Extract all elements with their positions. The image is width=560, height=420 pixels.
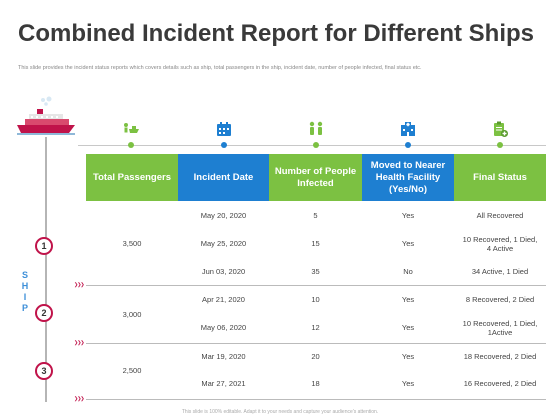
moved-to-facility: Yes xyxy=(401,211,415,220)
group-divider xyxy=(86,399,546,400)
incident-date: May 06, 2020 xyxy=(200,323,247,332)
people-infected: 15 xyxy=(311,239,320,248)
group-passengers: 3,000 xyxy=(122,310,142,319)
people-infected: 10 xyxy=(311,295,320,304)
group-divider xyxy=(86,285,546,286)
incident-date: Mar 27, 2021 xyxy=(201,379,246,388)
moved-to-facility: Yes xyxy=(401,352,415,361)
footer-note: This slide is 100% editable. Adapt it to… xyxy=(181,409,379,415)
calendar-icon xyxy=(217,122,231,136)
incident-date: Mar 19, 2020 xyxy=(201,352,246,361)
cruise-ship-icon xyxy=(17,96,75,135)
timeline-horizontal-line xyxy=(78,145,546,146)
moved-to-facility: Yes xyxy=(401,323,415,332)
page-title: Combined Incident Report for Different S… xyxy=(18,20,535,47)
ship-number-badge: 1 xyxy=(35,237,53,255)
page-subtitle: This slide provides the incident status … xyxy=(18,65,422,71)
header-final-status: Final Status xyxy=(454,154,546,201)
timeline-dot xyxy=(405,142,411,148)
final-status: 10 Recovered, 1 Died, 1Active xyxy=(462,319,538,337)
incident-date: May 20, 2020 xyxy=(200,211,247,220)
moved-to-facility: No xyxy=(403,267,413,276)
incident-date: Jun 03, 2020 xyxy=(201,267,246,276)
final-status: 18 Recovered, 2 Died xyxy=(463,352,537,361)
group-divider xyxy=(86,343,546,344)
final-status: All Recovered xyxy=(476,211,524,220)
people-infected: 5 xyxy=(313,211,318,220)
moved-to-facility: Yes xyxy=(401,295,415,304)
header-moved-to-health-facility: Moved to Nearer Health Facility (Yes/No) xyxy=(362,154,454,201)
people-infected: 12 xyxy=(311,323,320,332)
final-status: 16 Recovered, 2 Died xyxy=(463,379,537,388)
moved-to-facility: Yes xyxy=(401,239,415,248)
final-status: 10 Recovered, 1 Died, 4 Active xyxy=(462,235,538,253)
group-passengers: 2,500 xyxy=(122,366,142,375)
hospital-icon xyxy=(401,122,415,136)
group-passengers: 3,500 xyxy=(122,239,142,248)
moved-to-facility: Yes xyxy=(401,379,415,388)
timeline-dot xyxy=(497,142,503,148)
clipboard-plus-icon xyxy=(494,121,508,137)
ship-passengers-icon xyxy=(124,123,139,133)
final-status: 34 Active, 1 Died xyxy=(471,267,529,276)
incident-date: Apr 21, 2020 xyxy=(202,295,245,304)
chevron-marks-icon: ❯❯❯ xyxy=(74,282,85,288)
timeline-dot xyxy=(313,142,319,148)
people-icon xyxy=(309,121,323,135)
header-total-passengers: Total Passengers xyxy=(86,154,178,201)
timeline-dot xyxy=(128,142,134,148)
incident-date: May 25, 2020 xyxy=(200,239,247,248)
ship-number-badge: 3 xyxy=(35,362,53,380)
header-people-infected: Number of People Infected xyxy=(269,154,362,201)
header-incident-date: Incident Date xyxy=(178,154,269,201)
ship-number-badge: 2 xyxy=(35,304,53,322)
timeline-dot xyxy=(221,142,227,148)
chevron-marks-icon: ❯❯❯ xyxy=(74,396,85,402)
timeline-vertical-line xyxy=(45,137,47,402)
people-infected: 35 xyxy=(311,267,320,276)
people-infected: 20 xyxy=(311,352,320,361)
chevron-marks-icon: ❯❯❯ xyxy=(74,340,85,346)
final-status: 8 Recovered, 2 Died xyxy=(465,295,535,304)
people-infected: 18 xyxy=(311,379,320,388)
